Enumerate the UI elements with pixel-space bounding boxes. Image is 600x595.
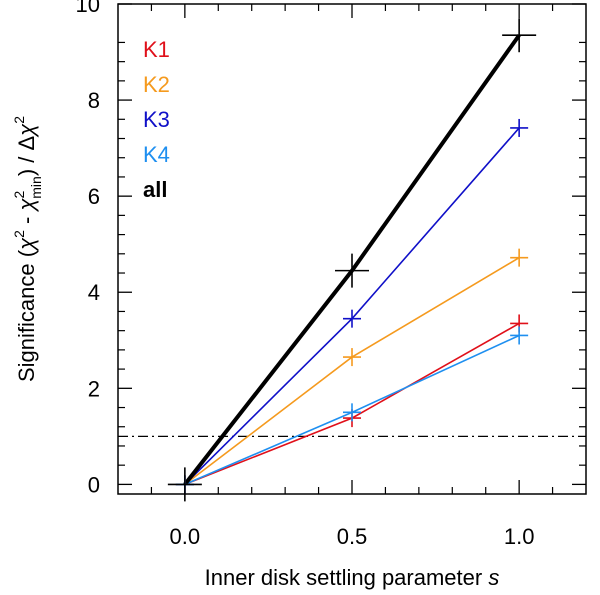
x-axis-title: Inner disk settling parameter s bbox=[205, 565, 500, 590]
point-k4 bbox=[343, 403, 361, 422]
x-tick-label: 0.0 bbox=[170, 524, 201, 549]
point-all bbox=[167, 467, 202, 502]
point-all bbox=[335, 253, 369, 288]
x-tick-label: 0.5 bbox=[337, 524, 368, 549]
point-k4 bbox=[510, 326, 529, 345]
y-tick-label: 2 bbox=[88, 376, 100, 401]
point-all bbox=[502, 18, 537, 53]
point-k3 bbox=[510, 118, 529, 137]
y-tick-label: 6 bbox=[88, 184, 100, 209]
legend-entry-all: all bbox=[143, 177, 167, 202]
y-tick-label: 0 bbox=[88, 472, 100, 497]
legend-entry-k4: K4 bbox=[143, 142, 170, 167]
legend-entry-k1: K1 bbox=[143, 37, 170, 62]
series-line-k2 bbox=[184, 256, 520, 486]
y-tick-label: 8 bbox=[88, 88, 100, 113]
legend-entry-k2: K2 bbox=[143, 72, 170, 97]
point-k2 bbox=[510, 248, 529, 267]
y-tick-label: 10 bbox=[76, 0, 100, 17]
series-markers bbox=[167, 18, 537, 502]
x-tick-label: 1.0 bbox=[504, 524, 535, 549]
series-line-k3 bbox=[184, 127, 520, 485]
legend: K1 K2 K3 K4 all bbox=[143, 37, 170, 202]
y-axis-title: Significance (χ2 - χ2min) / Δχ2 bbox=[11, 116, 44, 382]
y-tick-label: 4 bbox=[88, 280, 100, 305]
point-k2 bbox=[343, 348, 361, 367]
axis-ticks bbox=[118, 3, 586, 494]
point-k3 bbox=[343, 309, 361, 328]
tick-labels: 0.0 0.5 1.0 0 2 4 6 8 10 bbox=[76, 0, 535, 549]
legend-entry-k3: K3 bbox=[143, 107, 170, 132]
